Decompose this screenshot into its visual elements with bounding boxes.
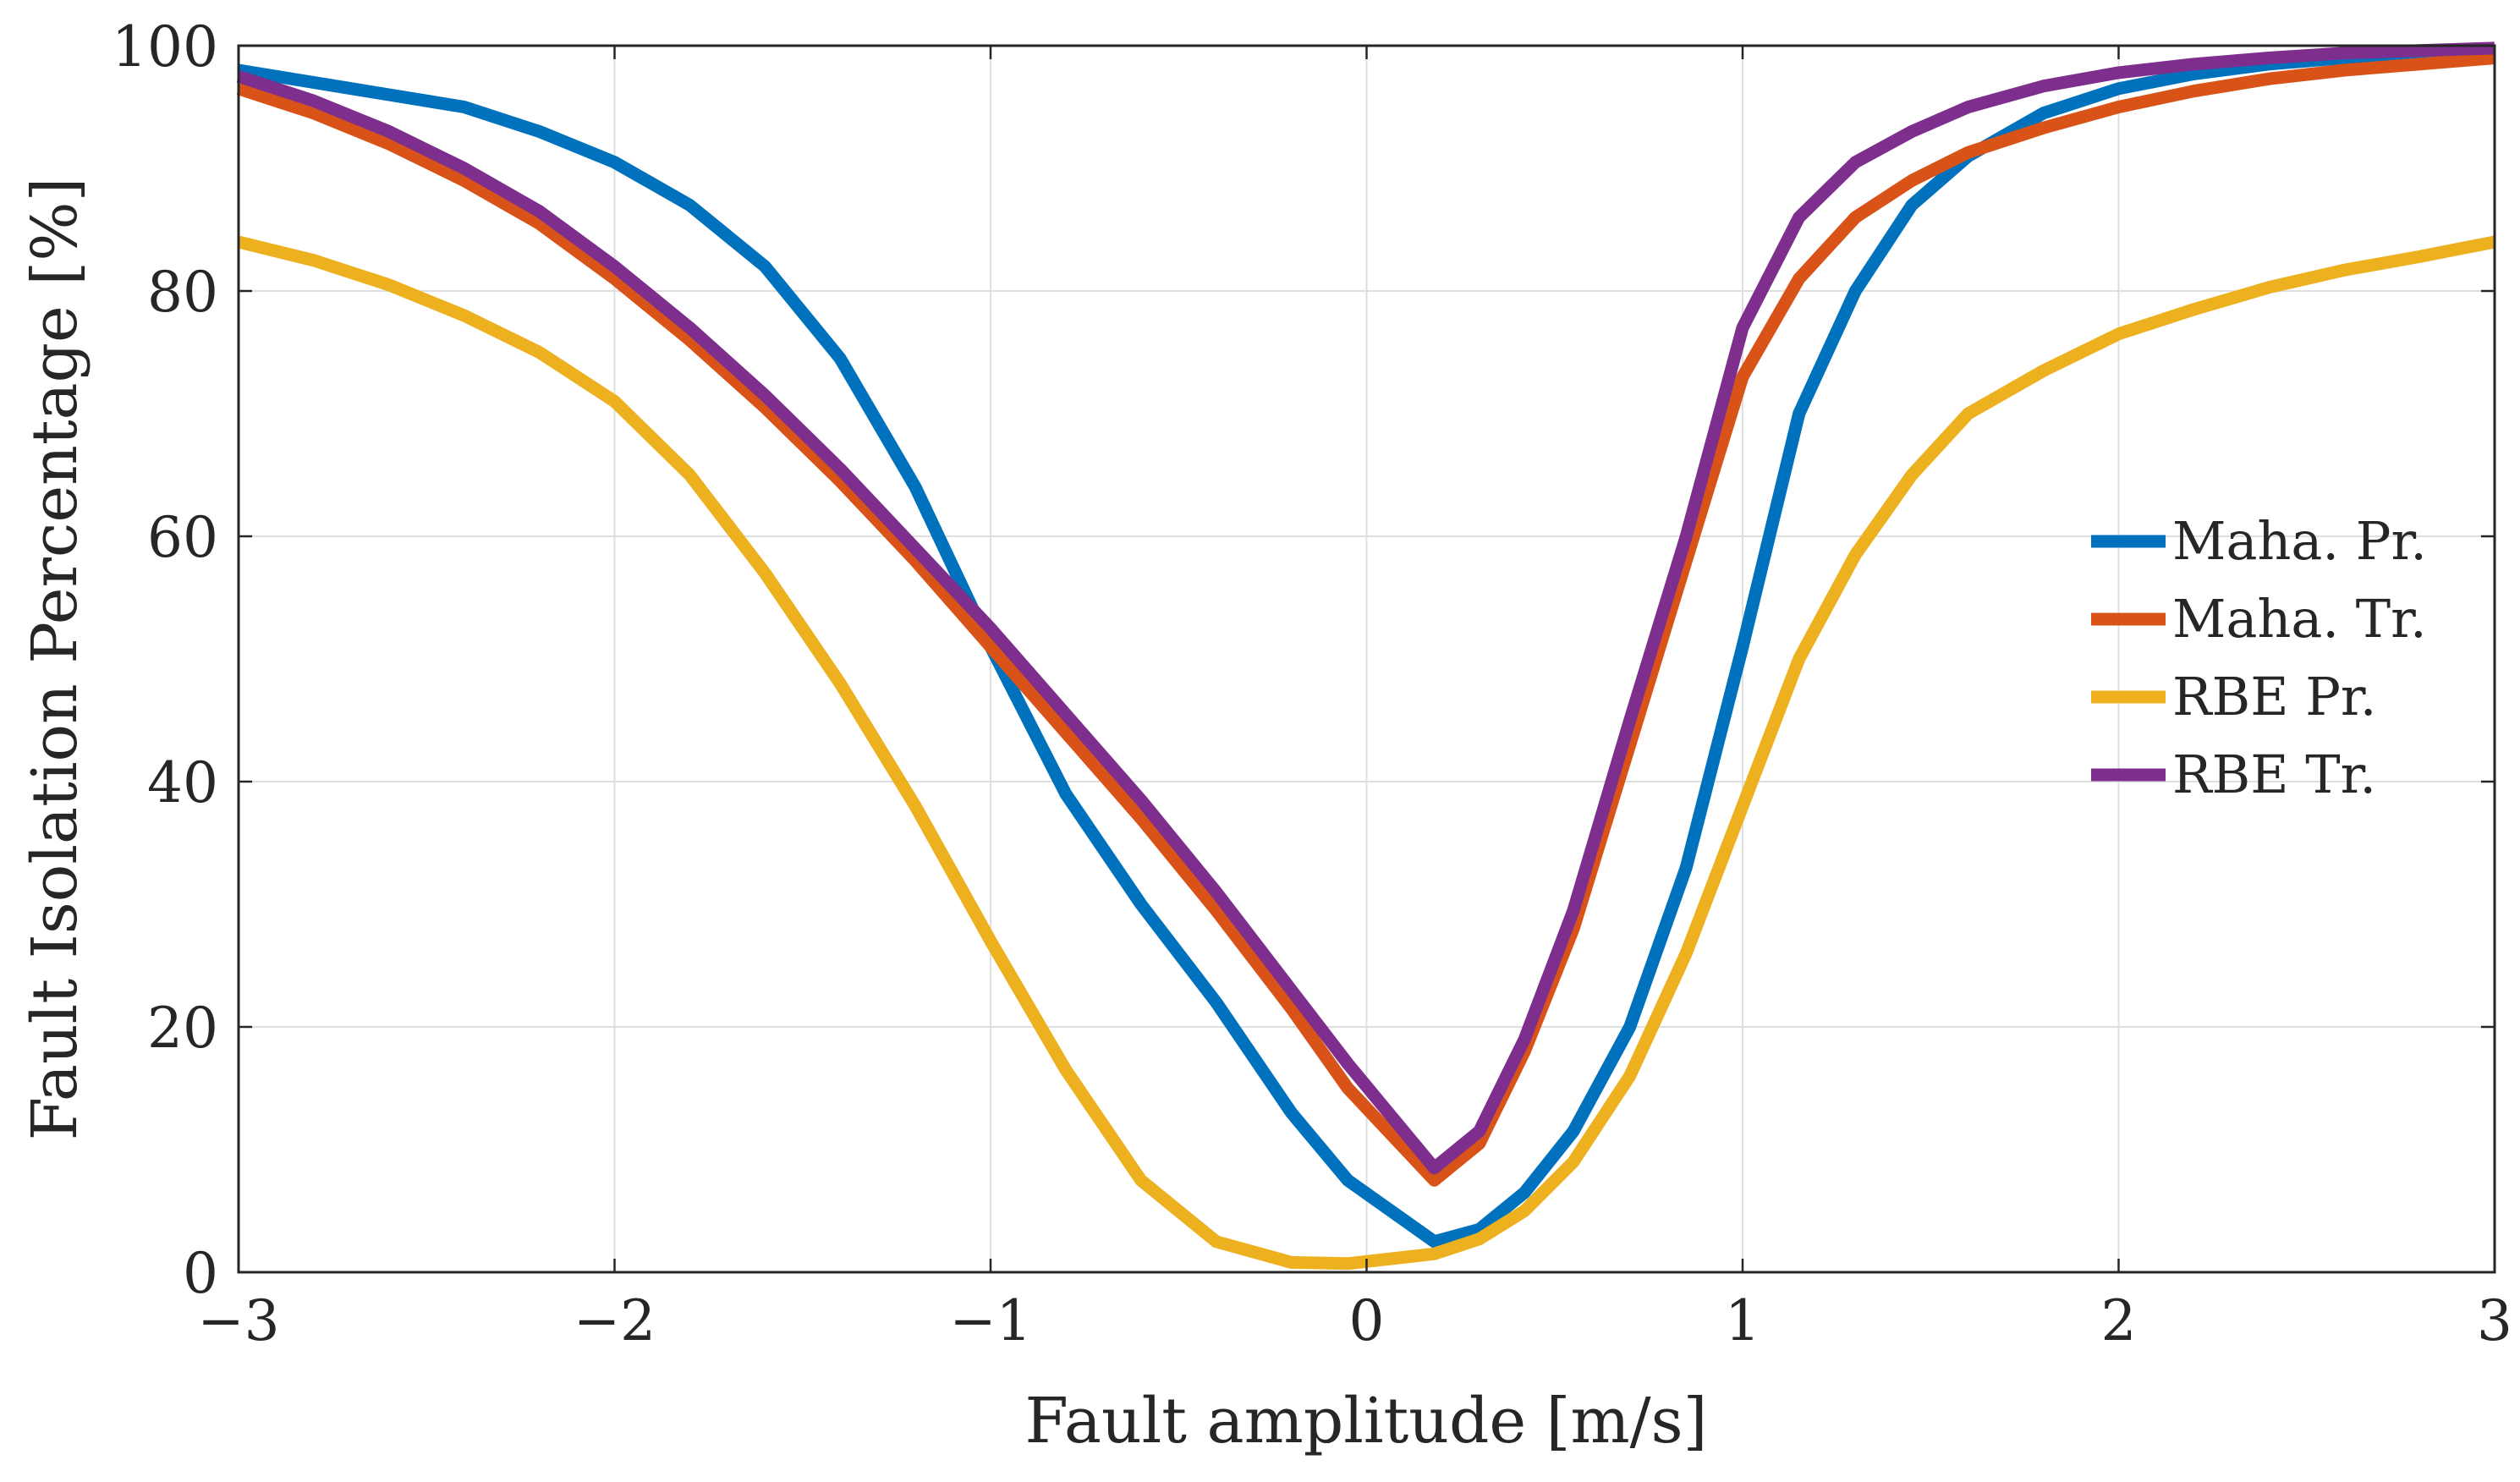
axis-ticks: −3 −2 −1 0 1 2 3 0 20 40 60 80 100 [112,14,2512,1353]
x-tick-label: 2 [2101,1288,2137,1353]
x-axis-label: Fault amplitude [m/s] [1025,1385,1708,1457]
series-line-rbe-pr [237,235,2496,1271]
x-tick-label: −2 [574,1288,656,1353]
series-line-maha-pr [237,45,2495,1249]
y-tick-label: 20 [147,996,218,1061]
x-tick-label: 0 [1349,1288,1385,1353]
x-tick-label: 3 [2477,1288,2512,1353]
series-line-rbe-tr [236,41,2495,1175]
x-tick-label: −3 [197,1288,279,1353]
y-axis-label: Fault Isolation Percentage [%] [19,178,91,1141]
legend-label-maha-pr: Maha. Pr. [2172,510,2427,572]
legend-label-rbe-pr: RBE Pr. [2172,666,2376,727]
y-tick-label: 0 [183,1241,218,1306]
legend-label-rbe-tr: RBE Tr. [2172,744,2376,805]
series-lines [236,41,2496,1271]
y-tick-label: 40 [147,750,218,815]
x-tick-label: 1 [1725,1288,1760,1353]
y-tick-label: 100 [112,14,218,80]
legend-label-maha-tr: Maha. Tr. [2172,588,2427,650]
y-tick-label: 60 [147,505,218,570]
y-tick-label: 80 [147,260,218,325]
legend: Maha. Pr. Maha. Tr. RBE Pr. RBE Tr. [2091,510,2427,805]
x-tick-label: −1 [949,1288,1031,1353]
grid [239,46,2495,1272]
series-line-maha-tr [236,52,2495,1187]
